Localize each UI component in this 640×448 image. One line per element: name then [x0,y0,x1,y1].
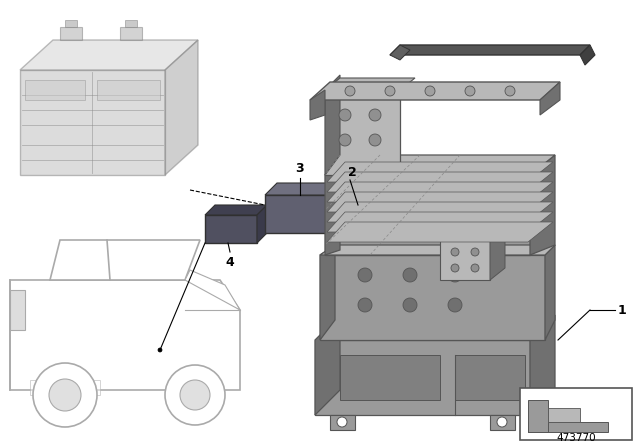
Polygon shape [325,75,340,175]
Circle shape [471,264,479,272]
Polygon shape [320,245,335,340]
Polygon shape [325,175,530,255]
Polygon shape [265,183,347,195]
Polygon shape [125,20,137,27]
Polygon shape [548,408,580,422]
Circle shape [345,86,355,96]
Polygon shape [205,205,267,215]
Polygon shape [315,390,555,415]
Polygon shape [320,245,555,255]
Text: 4: 4 [226,255,234,268]
Polygon shape [327,172,553,192]
Polygon shape [325,155,340,255]
Polygon shape [120,27,142,40]
Circle shape [33,363,97,427]
Polygon shape [50,240,200,280]
Polygon shape [340,355,440,400]
Polygon shape [30,380,100,395]
Polygon shape [528,422,608,432]
Polygon shape [315,340,530,415]
Circle shape [369,109,381,121]
Polygon shape [545,245,555,340]
Circle shape [158,348,162,352]
Polygon shape [335,203,343,217]
Polygon shape [327,192,553,212]
Polygon shape [345,208,373,230]
Polygon shape [10,280,240,390]
Circle shape [385,86,395,96]
Polygon shape [455,355,525,400]
Polygon shape [310,90,325,120]
Polygon shape [315,315,340,415]
Polygon shape [530,315,555,415]
Circle shape [471,248,479,256]
Circle shape [505,86,515,96]
Circle shape [425,86,435,96]
Text: 473770: 473770 [556,433,596,443]
Polygon shape [390,45,410,60]
Circle shape [451,248,459,256]
Polygon shape [185,270,240,310]
Text: 3: 3 [296,161,304,175]
Circle shape [403,268,417,282]
Circle shape [403,298,417,312]
Polygon shape [205,215,257,243]
Polygon shape [257,205,267,243]
Circle shape [180,380,210,410]
Polygon shape [327,212,553,232]
Polygon shape [330,415,355,430]
Circle shape [451,264,459,272]
Circle shape [49,379,81,411]
Polygon shape [20,40,198,70]
Polygon shape [320,255,545,340]
Text: 2: 2 [348,165,356,178]
Polygon shape [265,195,335,233]
Polygon shape [10,290,25,330]
Polygon shape [528,400,548,432]
Polygon shape [490,228,505,280]
Circle shape [448,298,462,312]
Text: 1: 1 [618,303,627,316]
Circle shape [369,134,381,146]
Polygon shape [540,82,560,115]
Circle shape [165,365,225,425]
Circle shape [448,268,462,282]
Circle shape [339,109,351,121]
Polygon shape [325,90,400,175]
Circle shape [358,298,372,312]
Polygon shape [530,155,555,255]
Polygon shape [580,45,595,65]
Polygon shape [490,415,515,430]
Polygon shape [20,70,165,175]
Polygon shape [165,40,198,175]
Polygon shape [390,45,590,55]
Polygon shape [373,200,381,230]
Polygon shape [25,80,85,100]
Polygon shape [97,80,160,100]
Polygon shape [327,222,553,242]
Bar [520,388,632,440]
Polygon shape [345,200,381,208]
Polygon shape [440,240,490,280]
Polygon shape [327,162,553,182]
Polygon shape [327,182,553,202]
Polygon shape [327,202,553,222]
Circle shape [465,86,475,96]
Polygon shape [335,183,347,233]
Circle shape [337,417,347,427]
Polygon shape [325,78,415,90]
Circle shape [339,134,351,146]
Polygon shape [65,20,77,27]
Polygon shape [325,155,555,175]
Polygon shape [60,27,82,40]
Circle shape [358,268,372,282]
Circle shape [497,417,507,427]
Polygon shape [310,82,560,100]
